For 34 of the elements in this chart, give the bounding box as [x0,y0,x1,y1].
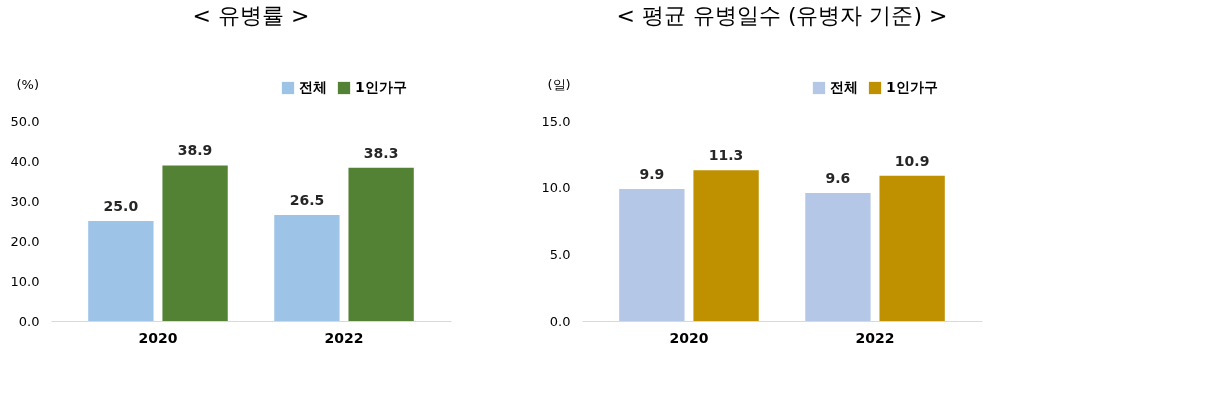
data-label: 11.3 [708,147,744,164]
data-label: 9.9 [639,166,665,182]
y-tick-label: 15.0 [541,113,571,129]
bar [348,167,414,321]
legend-label: 1인가구 [886,79,938,95]
y-axis-title: (%) [16,76,39,92]
y-tick-label: 0.0 [18,313,40,329]
y-tick-label: 0.0 [549,313,571,329]
data-label: 9.6 [825,170,851,186]
y-tick-label: 10.0 [10,273,40,289]
data-label: 25.0 [103,198,139,214]
x-tick-label: 2020 [138,329,178,346]
y-axis-title: (일) [547,76,571,92]
legend-label: 전체 [299,79,327,95]
y-tick-label: 20.0 [10,233,40,249]
x-tick-label: 2022 [324,329,364,346]
data-label: 10.9 [894,152,930,169]
legend-label: 전체 [830,79,858,95]
x-tick-label: 2022 [855,329,895,346]
y-tick-label: 50.0 [10,113,40,129]
bar [274,215,340,321]
y-tick-label: 30.0 [10,193,40,209]
legend-label: 1인가구 [355,79,407,95]
bar [162,165,228,321]
y-tick-label: 5.0 [549,246,571,262]
bar [88,221,154,321]
y-tick-label: 10.0 [541,180,571,196]
data-label: 38.9 [177,142,213,159]
chart-title: < 유병률 > [192,3,310,28]
data-label: 38.3 [363,144,399,161]
chart-title: < 평균 유병일수 (유병자 기준) > [616,3,948,28]
x-tick-label: 2020 [669,329,709,346]
data-label: 26.5 [289,192,325,208]
y-tick-label: 40.0 [10,153,40,169]
